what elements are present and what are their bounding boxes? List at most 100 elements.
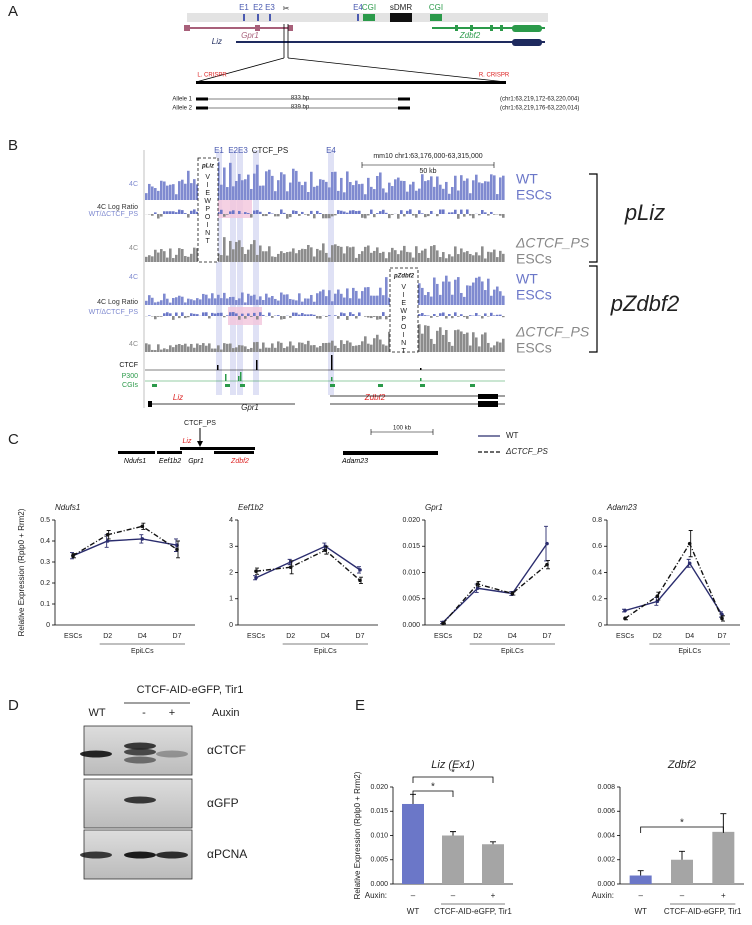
signal-bar [502, 295, 505, 305]
signal-bar [235, 241, 238, 262]
scale-label: 100 kb [393, 426, 412, 432]
signal-bar [172, 211, 175, 214]
signal-bar [283, 294, 286, 305]
signal-bar [226, 214, 229, 215]
signal-bar [490, 312, 493, 316]
blot-band [156, 851, 188, 859]
signal-bar [304, 298, 307, 305]
signal-bar [199, 345, 202, 352]
signal-bar [361, 291, 364, 305]
signal-bar [298, 342, 301, 352]
signal-bar [184, 343, 187, 352]
allele-size: 839 bp [291, 105, 310, 111]
signal-bar [496, 257, 499, 262]
signal-bar [175, 344, 178, 352]
signal-bar [295, 253, 298, 262]
signal-bar [181, 179, 184, 200]
signal-bar [331, 301, 334, 305]
signal-bar [430, 246, 433, 262]
signal-bar [175, 254, 178, 262]
signal-bar [355, 211, 358, 214]
signal-bar [334, 214, 337, 216]
allele-bar [196, 106, 208, 110]
signal-bar [277, 315, 280, 316]
signal-bar [325, 214, 328, 219]
signal-bar [247, 313, 250, 316]
x-axis-label: Auxin: [592, 891, 614, 900]
signal-bar [328, 290, 331, 305]
cgi-mark [330, 384, 335, 387]
signal-bar [478, 276, 481, 305]
x-tick-label: – [638, 891, 643, 900]
signal-bar [262, 342, 265, 352]
signal-bar [499, 291, 502, 305]
signal-bar [244, 253, 247, 262]
signal-bar [469, 253, 472, 262]
signal-bar [214, 313, 217, 316]
signal-bar [400, 250, 403, 262]
signal-bar [379, 316, 382, 320]
data-point [254, 575, 258, 580]
signal-bar [331, 171, 334, 200]
signal-bar [181, 312, 184, 316]
signal-bar [301, 342, 304, 352]
signal-bar [340, 340, 343, 352]
series-line [72, 538, 178, 557]
signal-bar [208, 298, 211, 305]
signal-bar [220, 184, 223, 200]
signal-bar [220, 209, 223, 214]
signal-bar [196, 298, 199, 305]
signal-bar [412, 257, 415, 262]
signal-bar [481, 281, 484, 305]
bar [671, 859, 693, 884]
condition-genotype: WT [516, 171, 538, 187]
signal-bar [172, 347, 175, 352]
signal-bar [262, 185, 265, 200]
data-point [510, 591, 515, 596]
signal-bar [457, 254, 460, 262]
line [287, 57, 507, 83]
signal-bar [349, 342, 352, 352]
signal-bar [238, 316, 241, 320]
signal-bar [376, 176, 379, 200]
signal-bar [481, 209, 484, 214]
group-label: pLiz [624, 200, 665, 225]
signal-bar [157, 214, 160, 219]
signal-bar [322, 343, 325, 352]
signal-bar [286, 214, 289, 219]
signal-bar [487, 316, 490, 317]
y-tick-label: 0.6 [592, 543, 602, 550]
y-tick-label: 0.5 [40, 517, 50, 524]
signal-bar [409, 252, 412, 262]
signal-bar [319, 345, 322, 352]
signal-bar [376, 316, 379, 320]
sdmr-label: sDMR [390, 3, 412, 12]
signal-bar [259, 185, 262, 200]
signal-bar [352, 185, 355, 200]
gene-label: Liz [212, 37, 222, 46]
signal-bar [166, 257, 169, 262]
signal-bar [427, 180, 430, 200]
signal-bar [499, 314, 502, 316]
cgi-mark [363, 14, 375, 21]
gene-exon [255, 25, 260, 31]
track-label: 4C [129, 245, 138, 252]
highlight [230, 150, 236, 395]
signal-bar [316, 248, 319, 262]
y-axis-label: Relative Expression (Rplp0 + Rrm2) [353, 771, 362, 899]
panel-label: C [8, 431, 19, 448]
signal-bar [343, 313, 346, 316]
y-tick-label: 0.002 [597, 857, 615, 864]
signal-bar [487, 214, 490, 216]
signal-bar [229, 312, 232, 316]
panel-label: E [355, 697, 365, 714]
signal-bar [346, 316, 349, 320]
signal-bar [172, 316, 175, 320]
viewpoint-name: pLiz [201, 164, 214, 170]
signal-bar [172, 184, 175, 200]
signal-bar [223, 292, 226, 305]
signal-bar [319, 291, 322, 305]
signal-bar [160, 180, 163, 200]
signal-bar [286, 294, 289, 305]
signal-bar [223, 214, 226, 217]
